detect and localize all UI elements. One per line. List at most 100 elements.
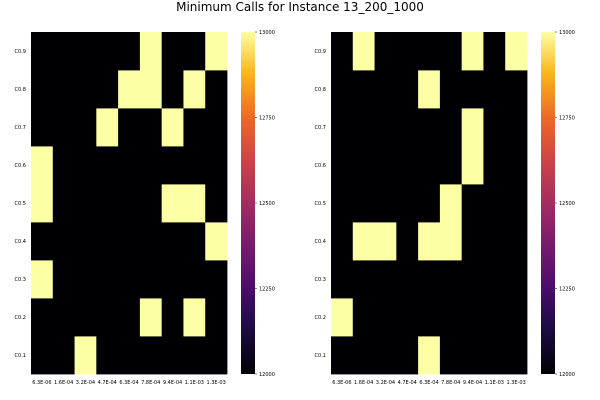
heatmap-cell xyxy=(352,260,375,299)
heatmap-cell xyxy=(331,336,354,375)
heatmap-cell xyxy=(183,70,206,109)
heatmap-cell xyxy=(139,336,163,375)
heatmap-cell xyxy=(483,184,506,223)
heatmap-cell xyxy=(96,70,119,109)
heatmap-cell xyxy=(205,184,228,223)
heatmap-cell xyxy=(52,298,75,337)
heatmap-cell xyxy=(118,108,141,147)
heatmap-cell xyxy=(31,260,54,299)
x-tick-label: 1.3E-03 xyxy=(206,380,225,386)
heatmap-cell xyxy=(96,298,119,337)
colorbar-tick-label: 12000 xyxy=(259,372,275,378)
heatmap-cell xyxy=(461,70,484,109)
y-tick-label: C0.9 xyxy=(315,49,326,55)
heatmap-cell xyxy=(118,32,141,71)
x-tick-label: 7.8E-04 xyxy=(141,380,160,386)
colorbar xyxy=(541,32,555,374)
y-tick-label: C0.3 xyxy=(15,277,26,283)
heatmap-cell xyxy=(505,222,528,261)
heatmap-cell xyxy=(96,222,119,261)
heatmap-cell xyxy=(139,146,163,185)
heatmap-cell xyxy=(139,70,163,109)
heatmap-cell xyxy=(396,260,419,299)
x-tick-label: 1.6E-04 xyxy=(354,380,373,386)
heatmap-cell xyxy=(31,70,54,109)
heatmap-cell xyxy=(331,146,354,185)
heatmap-cell xyxy=(352,298,375,337)
heatmap-cell xyxy=(461,222,484,261)
heatmap-cell xyxy=(418,184,441,223)
y-tick-label: C0.6 xyxy=(315,163,326,169)
heatmap-cell xyxy=(183,222,206,261)
heatmap-cell xyxy=(396,70,419,109)
heatmap-cell xyxy=(439,146,463,185)
heatmap-cell xyxy=(331,70,354,109)
colorbar-tick-label: 12500 xyxy=(259,201,275,207)
heatmap-cell xyxy=(374,260,397,299)
heatmap-cell xyxy=(161,108,184,147)
heatmap-cell xyxy=(505,298,528,337)
heatmap-cell xyxy=(461,108,484,147)
heatmap-cell xyxy=(139,260,163,299)
heatmap-cell xyxy=(205,32,228,71)
heatmap-cell xyxy=(52,184,75,223)
x-tick-label: 9.4E-04 xyxy=(463,380,482,386)
heatmap-cell xyxy=(183,336,206,375)
heatmap-cell xyxy=(161,146,184,185)
heatmap-cell xyxy=(352,70,375,109)
x-tick-label: 1.3E-03 xyxy=(506,380,525,386)
heatmap-cell xyxy=(205,146,228,185)
heatmap-cell xyxy=(52,336,75,375)
heatmap-cell xyxy=(483,260,506,299)
heatmap-cell xyxy=(52,70,75,109)
heatmap-cell xyxy=(331,108,354,147)
x-tick-label: 1.1E-03 xyxy=(185,380,204,386)
heatmap-cell xyxy=(31,184,54,223)
x-tick-label: 6.3E-04 xyxy=(419,380,438,386)
heatmap-cell xyxy=(418,260,441,299)
heatmap-cell xyxy=(439,336,463,375)
heatmap-cell xyxy=(331,222,354,261)
heatmap-cell xyxy=(352,336,375,375)
heatmap-cell xyxy=(31,222,54,261)
y-tick-label: C0.7 xyxy=(15,125,26,131)
heatmap-cell xyxy=(74,70,97,109)
heatmap-cell xyxy=(461,336,484,375)
heatmap-cell xyxy=(118,146,141,185)
y-tick-label: C0.3 xyxy=(315,277,326,283)
colorbar xyxy=(241,32,255,374)
x-tick-label: 3.2E-04 xyxy=(376,380,395,386)
heatmap-cell xyxy=(161,70,184,109)
heatmap-cell xyxy=(505,184,528,223)
heatmap-cell xyxy=(74,336,97,375)
heatmap-cell xyxy=(461,184,484,223)
heatmap-cell xyxy=(374,336,397,375)
heatmap-cell xyxy=(439,32,463,71)
heatmap-cell xyxy=(118,184,141,223)
heatmap-cell xyxy=(374,70,397,109)
heatmap-cell xyxy=(374,184,397,223)
y-tick-label: C0.5 xyxy=(315,201,326,207)
heatmap-cell xyxy=(352,184,375,223)
heatmap-cell xyxy=(52,260,75,299)
heatmap-cell xyxy=(439,260,463,299)
x-tick-label: 9.4E-04 xyxy=(163,380,182,386)
y-tick-label: C0.1 xyxy=(315,353,326,359)
heatmap-cell xyxy=(483,146,506,185)
heatmap-cell xyxy=(161,184,184,223)
colorbar-tick-label: 12250 xyxy=(259,287,275,293)
x-tick-label: 6.3E-06 xyxy=(32,380,51,386)
heatmap-cell xyxy=(483,32,506,71)
heatmap-cell xyxy=(331,298,354,337)
colorbar-tick-label: 12000 xyxy=(559,372,575,378)
colorbar-tick-label: 13000 xyxy=(259,30,275,36)
heatmap-cell xyxy=(396,108,419,147)
heatmap-cell xyxy=(505,108,528,147)
heatmap-cell xyxy=(139,222,163,261)
heatmap-cell xyxy=(31,146,54,185)
heatmap-cell xyxy=(483,222,506,261)
heatmap-cell xyxy=(352,222,375,261)
heatmap-cell xyxy=(374,298,397,337)
heatmap-cell xyxy=(31,336,54,375)
